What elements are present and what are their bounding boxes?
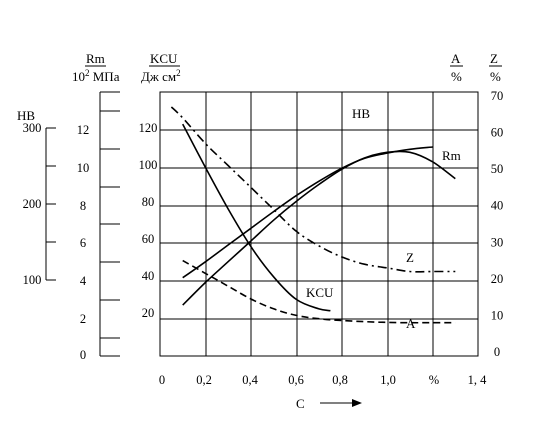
z-tick-label: 20 — [491, 272, 504, 286]
hb-axis-label: HB — [17, 108, 35, 123]
kcu-tick-label: 80 — [142, 195, 155, 209]
hb-tick-label: 200 — [23, 197, 42, 211]
series-labels: HB Rm KCU Z A — [306, 106, 461, 331]
rm-tick-label: 0 — [80, 348, 86, 362]
axis-titles: Rm 102 МПа KCU Дж см2 HB A % Z % C — [17, 51, 502, 411]
z-tick-label: 50 — [491, 162, 504, 176]
rm-axis — [99, 91, 120, 357]
plot-frame — [159, 91, 479, 357]
x-tick-label: 1, 4 — [468, 373, 488, 387]
series-line-rm — [182, 150, 456, 306]
kcu-tick-label: 60 — [142, 232, 155, 246]
x-tick-label: 0,2 — [196, 373, 212, 387]
z-tick-label: 60 — [491, 126, 504, 140]
kcu-tick-label: 120 — [139, 121, 158, 135]
rm-tick-label: 12 — [77, 123, 90, 137]
series-line-hb — [182, 146, 433, 279]
hb-tick-label: 100 — [23, 273, 42, 287]
z-tick-label: 0 — [494, 345, 500, 359]
series-label-z: Z — [406, 250, 414, 265]
rm-tick-label: 6 — [80, 236, 86, 250]
z-tick-label: 30 — [491, 235, 504, 249]
kcu-tick-label: 20 — [142, 306, 155, 320]
z-axis-unit: % — [490, 69, 501, 84]
series-label-rm: Rm — [442, 148, 461, 163]
hb-tick-label: 300 — [23, 121, 42, 135]
kcu-tick-label: 100 — [139, 158, 158, 172]
kcu-axis-unit: Дж см2 — [141, 68, 181, 84]
hb-axis — [45, 127, 56, 281]
vertical-gridlines — [205, 92, 434, 356]
series-line-a — [182, 259, 456, 324]
series-label-a: A — [406, 316, 416, 331]
x-axis-arrow — [320, 399, 362, 407]
rm-tick-label: 8 — [80, 199, 86, 213]
rm-tick-label: 10 — [77, 161, 90, 175]
a-axis-unit: % — [451, 69, 462, 84]
series-label-hb: HB — [352, 106, 370, 121]
rm-axis-unit: 102 МПа — [72, 68, 120, 84]
series-group — [170, 106, 456, 324]
rm-tick-label: 4 — [80, 274, 87, 288]
rm-tick-label: 2 — [80, 312, 86, 326]
series-line-kcu — [181, 123, 331, 312]
z-axis-label: Z — [490, 51, 498, 66]
x-tick-label: 0,8 — [332, 373, 348, 387]
x-tick-label: 1,0 — [380, 373, 396, 387]
a-axis-label: A — [451, 51, 461, 66]
tick-labels: 0 0,2 0,4 0,6 0,8 1,0% 1, 41210864201201008060… — [23, 89, 504, 387]
kcu-axis-label: KCU — [150, 51, 178, 66]
kcu-tick-label: 40 — [142, 269, 155, 283]
z-tick-label: 40 — [491, 199, 504, 213]
series-label-kcu: KCU — [306, 285, 334, 300]
x-tick-label: 0,6 — [288, 373, 304, 387]
x-tick-label: 0,4 — [242, 373, 258, 387]
x-axis-label: C — [296, 396, 305, 411]
z-tick-label: 10 — [491, 308, 504, 322]
z-tick-label: 70 — [491, 89, 504, 103]
x-tick-label: % — [429, 373, 439, 387]
rm-axis-label: Rm — [86, 51, 105, 66]
x-tick-label: 0 — [159, 373, 165, 387]
series-line-z — [170, 106, 456, 273]
